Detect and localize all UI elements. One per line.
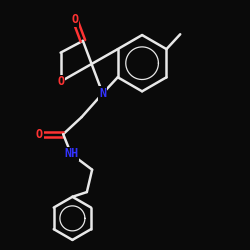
- Text: O: O: [72, 13, 78, 26]
- Text: N: N: [99, 87, 106, 100]
- Text: O: O: [36, 128, 43, 141]
- Text: NH: NH: [64, 148, 78, 160]
- Text: O: O: [57, 75, 64, 88]
